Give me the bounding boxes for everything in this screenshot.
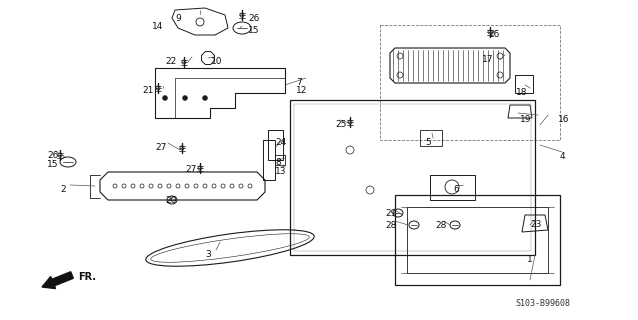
Text: S103-B99608: S103-B99608 [515, 299, 570, 308]
Text: 21: 21 [142, 86, 153, 95]
Text: 20: 20 [165, 196, 176, 205]
Text: 27: 27 [155, 143, 167, 152]
Text: 13: 13 [275, 167, 286, 176]
Text: FR.: FR. [78, 272, 96, 282]
Text: 26: 26 [488, 30, 500, 39]
Text: 16: 16 [558, 115, 570, 124]
Text: 28: 28 [435, 221, 447, 230]
Text: 3: 3 [205, 250, 211, 259]
Text: 25: 25 [335, 120, 346, 129]
Text: 27: 27 [185, 165, 197, 174]
Text: 12: 12 [296, 86, 308, 95]
Text: 26: 26 [47, 151, 58, 160]
Circle shape [163, 95, 168, 100]
Circle shape [182, 95, 188, 100]
Text: 9: 9 [175, 14, 181, 23]
Text: 5: 5 [425, 138, 431, 147]
Text: 26: 26 [248, 14, 260, 23]
Text: 1: 1 [527, 255, 533, 264]
Text: 19: 19 [520, 115, 531, 124]
Text: 8: 8 [275, 158, 281, 167]
Text: 14: 14 [152, 22, 163, 31]
Circle shape [202, 95, 207, 100]
Text: 2: 2 [60, 185, 66, 194]
Bar [263, 140, 275, 180]
Bar [420, 130, 442, 146]
Text: 4: 4 [560, 152, 566, 161]
Text: 17: 17 [482, 55, 494, 64]
Text: 10: 10 [211, 57, 223, 66]
Text: 28: 28 [385, 221, 396, 230]
Text: 7: 7 [296, 78, 302, 87]
Text: 18: 18 [516, 88, 528, 97]
Bar [268, 130, 283, 160]
Text: 15: 15 [47, 160, 59, 169]
Text: 22: 22 [165, 57, 176, 66]
Text: 24: 24 [275, 138, 286, 147]
Text: 15: 15 [248, 26, 260, 35]
Text: 29: 29 [385, 209, 396, 218]
Text: 23: 23 [530, 220, 542, 229]
Text: 6: 6 [453, 185, 459, 194]
FancyArrow shape [42, 272, 73, 289]
